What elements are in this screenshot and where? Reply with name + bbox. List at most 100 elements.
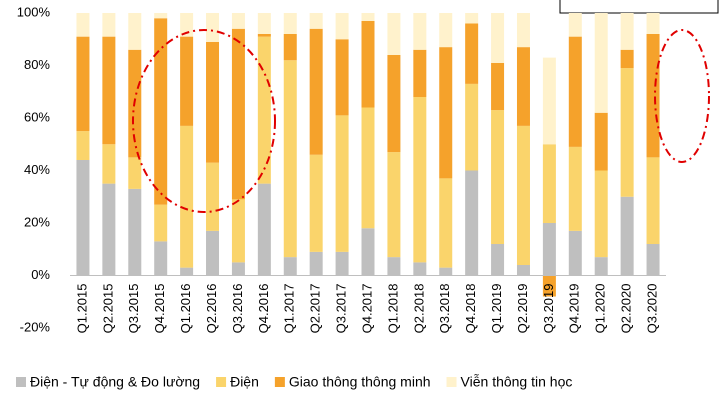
y-tick-label: 60% [24,109,50,124]
legend-box-fragment [559,0,719,14]
bar-segment [309,28,323,155]
bar-segment [465,13,479,24]
y-tick-label: 0% [31,267,50,282]
bar-segment [206,41,220,163]
x-tick-label: Q4.2016 [256,284,271,334]
bar-segment [283,34,297,61]
bar-segment [465,170,479,276]
highlight-ellipse [132,29,276,213]
bar-segment [439,13,453,48]
bar-segment [568,13,582,37]
bar-segment [283,13,297,34]
bar-segment [257,13,271,34]
bar-segment [568,146,582,231]
bar-segment [180,36,194,126]
x-tick-label: Q3.2020 [644,284,659,334]
y-tick-label: 40% [24,162,50,177]
bar-segment [594,257,608,276]
bar-segment [102,36,116,145]
bar-segment [361,228,375,276]
bar-segment [102,144,116,184]
bar-segment [361,13,375,21]
bar-segment [154,204,168,242]
bar-segment [491,244,505,276]
bar-segment [154,18,168,205]
x-tick-label: Q3.2016 [230,284,245,334]
x-tick-label: Q1.2018 [385,284,400,334]
bar-segment [620,68,634,197]
bar-segment [542,144,556,223]
bar-segment [335,39,349,116]
bar-segment [335,13,349,40]
legend-label: Điện - Tự động & Đo lường [30,374,200,390]
bar-segment [102,183,116,276]
highlight-ellipse [654,29,710,163]
bar-segment [439,178,453,268]
x-tick-label: Q1.2015 [74,284,89,334]
y-tick-label: 20% [24,214,50,229]
x-tick-label: Q3.2018 [437,284,452,334]
bar-segment [180,267,194,276]
bar-segment [568,36,582,147]
bar-segment [413,97,427,263]
bar-segment [206,230,220,276]
bar-segment [154,241,168,276]
legend-swatch [274,377,285,387]
bar-segment [361,107,375,229]
bar-segment [568,230,582,276]
bar-segment [309,13,323,29]
x-tick-label: Q3.2017 [334,284,349,334]
bar-segment [76,13,90,37]
bar-segment [335,251,349,276]
bar-segment [594,112,608,171]
legend-swatch [216,377,227,387]
bar-segment [646,34,660,158]
bar-segment [413,13,427,50]
bar-segment [128,13,142,50]
legend-label: Viễn thông tin học [461,374,573,390]
legend-label: Giao thông thông minh [289,374,431,390]
bar-segment [128,157,142,189]
x-tick-label: Q4.2015 [152,284,167,334]
bar-segment [465,23,479,84]
bar-segment [231,262,245,276]
bar-segment [439,47,453,179]
bar-segment [76,131,90,160]
bar-segment [283,257,297,276]
bar-segment [542,57,556,145]
bar-segment [620,49,634,69]
bar-segment [180,125,194,268]
bar-segment [309,251,323,276]
x-tick-label: Q1.2019 [489,284,504,334]
x-tick-label: Q3.2015 [126,284,141,334]
bar-segment [646,157,660,244]
bar-segment [283,60,297,258]
bar-segment [76,160,90,276]
bar-segment [516,125,530,265]
x-tick-label: Q2.2020 [619,284,634,334]
bar-segment [516,265,530,276]
x-tick-label: Q2.2018 [411,284,426,334]
bar-segment [413,49,427,97]
bar-segment [413,262,427,276]
bar-segment [309,154,323,252]
y-tick-label: 100% [17,4,51,19]
bar-segment [76,36,90,132]
bar-segment [439,267,453,276]
bar-segment [387,152,401,258]
bar-segment [542,223,556,276]
bar-segment [206,13,220,42]
bar-segment [465,83,479,171]
bar-segment [516,47,530,126]
bar-segment [180,13,194,37]
legend-swatch [446,377,457,387]
x-tick-label: Q2.2015 [100,284,115,334]
bar-segment [335,115,349,252]
bar-segment [154,13,168,19]
x-tick-label: Q1.2017 [282,284,297,334]
x-tick-label: Q2.2019 [515,284,530,334]
y-tick-label: 80% [24,57,50,72]
x-tick-label: Q2.2016 [204,284,219,334]
x-tick-label: Q4.2019 [567,284,582,334]
